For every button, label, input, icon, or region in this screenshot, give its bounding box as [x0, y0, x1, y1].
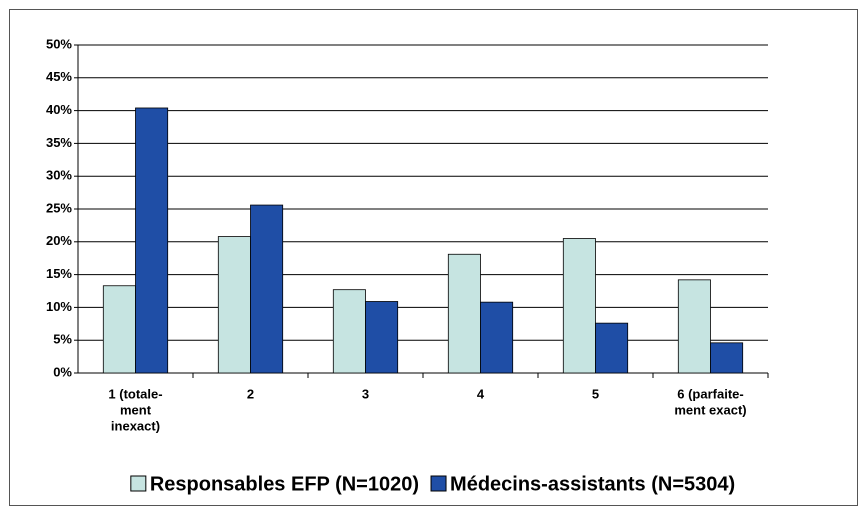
bar [217, 236, 251, 374]
legend-swatch [130, 475, 147, 492]
y-tick-label: 35% [46, 135, 72, 150]
x-tick-label: 2 [247, 386, 254, 401]
x-tick-label: 3 [362, 386, 369, 401]
x-tick-label: ment exact) [674, 402, 746, 417]
bar [562, 238, 596, 374]
x-tick-label: inexact) [111, 418, 160, 433]
y-tick-label: 30% [46, 168, 72, 183]
bar [710, 342, 744, 374]
legend-label: Responsables EFP (N=1020) [150, 473, 419, 495]
y-tick-label: 45% [46, 69, 72, 84]
bar [365, 301, 399, 374]
y-tick-label: 25% [46, 200, 72, 215]
x-tick-label: 1 (totale- [108, 386, 162, 401]
bar [595, 322, 629, 374]
bar [135, 107, 169, 374]
x-tick-label: ment [120, 402, 152, 417]
bar [250, 204, 284, 374]
y-tick-label: 0% [53, 364, 72, 379]
x-tick-label: 5 [592, 386, 599, 401]
legend-label: Médecins-assistants (N=5304) [450, 473, 735, 495]
x-tick-label: 4 [477, 386, 485, 401]
y-tick-label: 40% [46, 102, 72, 117]
y-tick-label: 15% [46, 266, 72, 281]
y-tick-label: 10% [46, 299, 72, 314]
bar [480, 301, 514, 374]
bar [447, 253, 481, 374]
y-tick-label: 50% [46, 36, 72, 51]
legend-swatch [430, 475, 447, 492]
y-tick-label: 5% [53, 332, 72, 347]
x-tick-label: 6 (parfaite- [677, 386, 743, 401]
y-tick-label: 20% [46, 233, 72, 248]
bar [332, 289, 366, 374]
bar [677, 279, 711, 374]
bar [102, 285, 136, 374]
